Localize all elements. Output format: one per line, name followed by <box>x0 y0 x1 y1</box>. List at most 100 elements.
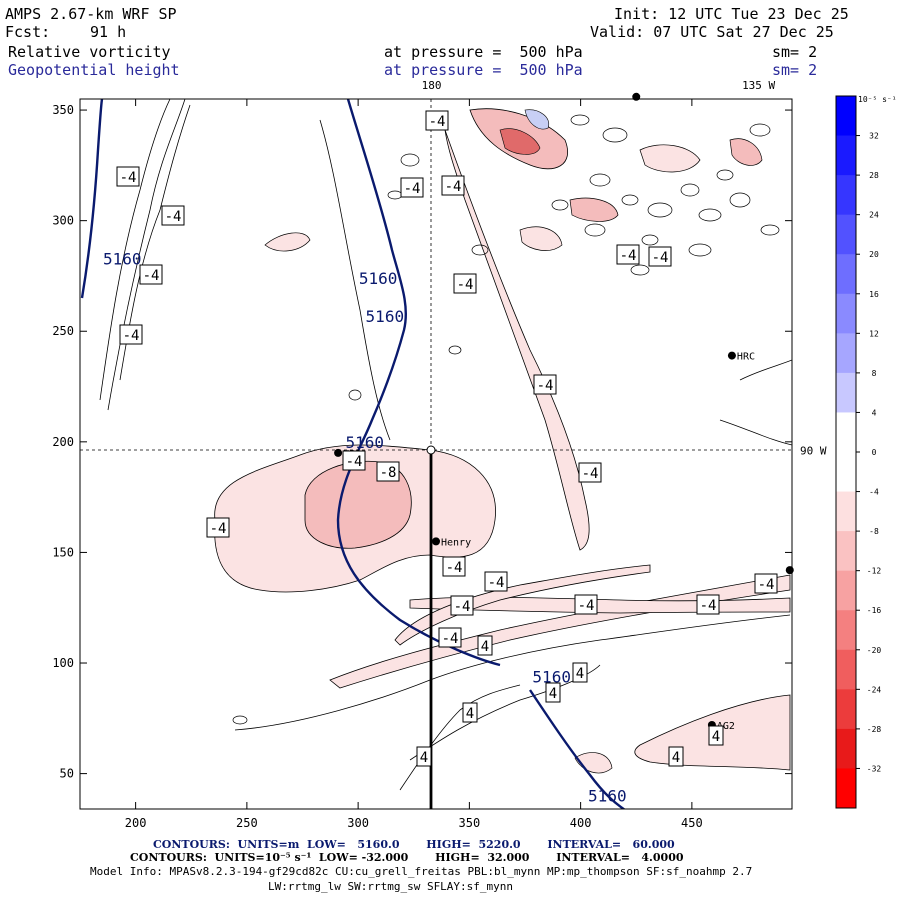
vorticity-contour-label: 4 <box>416 746 432 767</box>
height-contour-label: 5160 <box>588 787 627 806</box>
station-dot <box>727 351 736 360</box>
vorticity-label-text: 4 <box>466 706 474 722</box>
vorticity-label-box <box>477 635 493 656</box>
vort-line-plus4-3 <box>399 684 521 791</box>
vorticity-contour-label: -4 <box>754 573 778 594</box>
vorticity-label-text: -4 <box>445 179 462 195</box>
vort-line-center-1 <box>319 119 391 441</box>
colorbar-label: -24 <box>867 685 882 694</box>
y-tick-label: 50 <box>60 767 74 781</box>
meridian-label: 90 W <box>800 445 827 458</box>
x-tick-label: 300 <box>347 816 369 830</box>
colorbar-label: 12 <box>869 329 879 338</box>
vorticity-contour-label: -4 <box>342 450 366 471</box>
colorbar-segment <box>836 96 856 137</box>
vorticity-label-text: -4 <box>620 248 637 264</box>
colorbar-segment <box>836 412 856 453</box>
vorticity-label-text: -4 <box>457 277 474 293</box>
height-contour-south <box>529 689 626 809</box>
x-tick-label: 450 <box>681 816 703 830</box>
vorticity-contour-label: -4 <box>533 374 557 395</box>
vort-line-west-2 <box>107 99 186 411</box>
vorticity-label-text: -4 <box>454 599 471 615</box>
colorbar-label: 28 <box>869 171 879 180</box>
vorticity-label-box <box>648 246 672 267</box>
vorticity-label-text: -4 <box>700 598 717 614</box>
colorbar-segment <box>836 452 856 493</box>
vorticity-label-box <box>116 166 140 187</box>
vorticity-label-box <box>574 594 598 615</box>
forecast-label: Fcst: <box>5 23 51 41</box>
vort-shade-ne-pos <box>524 109 550 130</box>
vort-line-west-1 <box>99 99 171 401</box>
vorticity-label-box <box>206 517 230 538</box>
vorticity-label-text: -8 <box>380 465 397 481</box>
vorticity-contour-label: -4 <box>139 264 163 285</box>
vorticity-label-text: -4 <box>578 598 595 614</box>
height-contour-label: 5160 <box>366 307 405 326</box>
vorticity-label-text: -4 <box>488 575 505 591</box>
vorticity-label-text: -4 <box>346 454 363 470</box>
vorticity-label-box <box>342 450 366 471</box>
footer-model-info-2: LW:rrtmg_lw SW:rrtmg_sw SFLAY:sf_mynn <box>268 880 514 893</box>
vorticity-label-box <box>462 702 478 723</box>
colorbar-label: -12 <box>867 567 882 576</box>
vort-line-east <box>739 359 792 381</box>
smoothing-vorticity: sm= 2 <box>772 43 818 61</box>
vorticity-contour-label: -8 <box>376 461 400 482</box>
colorbar-segment <box>836 135 856 176</box>
pressure-level-vorticity: at pressure = 500 hPa <box>384 43 583 61</box>
axes: 200 250 300 350 400 450 50 100 150 200 250 300 350 18… <box>52 79 827 830</box>
colorbar-label: -8 <box>869 527 879 536</box>
vorticity-contour-label: -4 <box>206 517 230 538</box>
vorticity-label-box <box>668 746 684 767</box>
height-contour-label: 5160 <box>532 667 571 686</box>
vorticity-contour-label: -4 <box>453 273 477 294</box>
colorbar-segment <box>836 372 856 413</box>
station-dot <box>785 566 794 575</box>
vorticity-contour-label: 4 <box>462 702 478 723</box>
colorbar-label: 32 <box>869 132 879 141</box>
height-contour-label: 5160 <box>346 433 385 452</box>
vorticity-label-text: -4 <box>758 577 775 593</box>
vort-line-east-2 <box>719 419 792 446</box>
vort-shade-ne-4 <box>729 138 763 166</box>
colorbar: 10⁻⁵ s⁻¹ 32 28 24 20 16 12 8 4 0 -4 -8 -12 -16 -20 -24 -… <box>835 95 897 809</box>
colorbar-segment <box>836 689 856 730</box>
vorticity-contour-label: -4 <box>400 177 424 198</box>
height-contour-west <box>80 99 104 299</box>
vorticity-contour-label: -4 <box>616 244 640 265</box>
colorbar-label: -32 <box>867 764 882 773</box>
colorbar-segment <box>836 610 856 651</box>
smoothing-height: sm= 2 <box>772 61 818 79</box>
station-label: Henry <box>441 537 471 548</box>
vorticity-label-text: -4 <box>446 560 463 576</box>
colorbar-segment <box>836 570 856 611</box>
colorbar-segment <box>836 491 856 532</box>
colorbar-segment <box>836 214 856 255</box>
vort-shade-band <box>444 129 590 551</box>
vorticity-label-box <box>484 571 508 592</box>
vorticity-label-box <box>416 746 432 767</box>
colorbar-label: 4 <box>872 408 877 417</box>
vorticity-label-box <box>616 244 640 265</box>
footer-vorticity-contours: CONTOURS: UNITS=10⁻⁵ s⁻¹ LOW= -32.000 HI… <box>130 851 684 864</box>
footer-height-contours: CONTOURS: UNITS=m LOW= 5160.0 HIGH= 5220… <box>153 838 675 851</box>
colorbar-segment <box>836 728 856 769</box>
vorticity-label-text: -4 <box>537 378 554 394</box>
vorticity-label-box <box>545 682 561 703</box>
height-contour-main <box>336 99 501 667</box>
y-tick-label: 200 <box>52 435 74 449</box>
vorticity-label-box <box>441 175 465 196</box>
colorbar-label: 20 <box>869 250 879 259</box>
init-time: Init: 12 UTC Tue 23 Dec 25 <box>614 5 849 23</box>
colorbar-segment <box>836 175 856 216</box>
vorticity-label-text: -4 <box>123 328 140 344</box>
vorticity-label-text: 4 <box>576 666 584 682</box>
vorticity-contour-label: -4 <box>438 627 462 648</box>
colorbar-segment <box>836 293 856 334</box>
forecast-hours: 91 h <box>90 23 127 41</box>
colorbar-label: -16 <box>867 606 882 615</box>
vorticity-height-chart: 200 250 300 350 400 4505010015020025030035018… <box>52 79 897 830</box>
vort-shade-filament-mid <box>409 596 791 614</box>
